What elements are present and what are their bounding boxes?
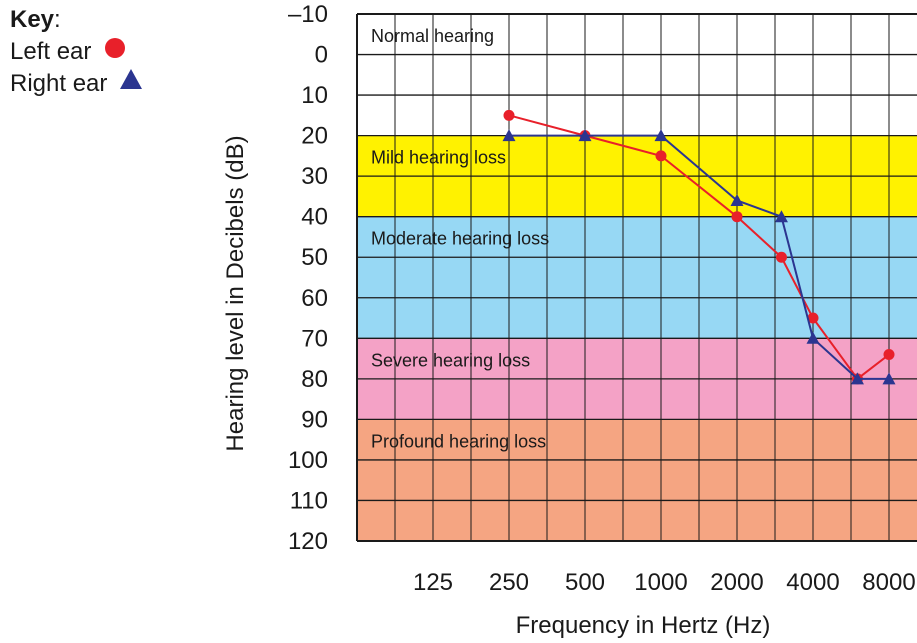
band-label-3: Severe hearing loss [371, 350, 530, 370]
x-tick-label-6: 8000 [862, 569, 915, 596]
y-tick-label-11: 100 [288, 447, 328, 474]
point-left-ear-7 [883, 349, 895, 361]
x-tick-label-2: 500 [565, 569, 605, 596]
legend: Key: Left ear Right ear [10, 4, 143, 99]
y-tick-label-1: 0 [315, 42, 328, 69]
legend-title-row: Key: [10, 4, 143, 35]
blue-triangle-icon [119, 67, 143, 99]
band-label-0: Normal hearing [371, 26, 494, 46]
point-right-ear-5 [806, 331, 820, 344]
band-label-2: Moderate hearing loss [371, 229, 549, 249]
legend-title: Key [10, 6, 55, 33]
point-left-ear-2 [655, 150, 667, 162]
point-right-ear-7 [882, 372, 896, 385]
x-tick-label-0: 125 [413, 569, 453, 596]
legend-title-colon: : [54, 6, 61, 33]
point-right-ear-4 [774, 210, 788, 223]
y-tick-label-9: 80 [301, 366, 328, 393]
band-label-1: Mild hearing loss [371, 148, 506, 168]
point-right-ear-0 [502, 129, 516, 142]
x-tick-label-5: 4000 [786, 569, 839, 596]
y-tick-label-10: 90 [301, 406, 328, 433]
legend-item-left-ear: Left ear [10, 35, 143, 67]
red-circle-icon [103, 35, 127, 67]
x-tick-label-4: 2000 [710, 569, 763, 596]
y-tick-label-3: 20 [301, 123, 328, 150]
x-tick-label-1: 250 [489, 569, 529, 596]
y-tick-label-6: 50 [301, 244, 328, 271]
band-label-4: Profound hearing loss [371, 431, 546, 451]
x-tick-label-3: 1000 [634, 569, 687, 596]
y-tick-label-4: 30 [301, 163, 328, 190]
legend-item-right-ear: Right ear [10, 67, 143, 99]
band-2 [357, 216, 917, 339]
legend-label-right-ear: Right ear [10, 69, 108, 97]
point-left-ear-0 [503, 109, 515, 121]
y-tick-label-7: 60 [301, 285, 328, 312]
point-right-ear-3 [730, 193, 744, 206]
series-line-right-ear [509, 134, 889, 380]
y-tick-label-13: 120 [288, 528, 328, 555]
point-right-ear-2 [654, 129, 668, 142]
y-tick-label-5: 40 [301, 204, 328, 231]
point-right-ear-6 [850, 372, 864, 385]
y-tick-label-8: 70 [301, 325, 328, 352]
y-tick-label-2: 10 [301, 82, 328, 109]
band-4 [357, 419, 917, 541]
y-axis-label: Hearing level in Decibels (dB) [222, 135, 249, 451]
y-tick-label-12: 110 [290, 487, 328, 514]
point-left-ear-4 [775, 251, 787, 263]
y-tick-label-0: –10 [288, 1, 328, 28]
legend-label-left-ear: Left ear [10, 37, 92, 65]
point-left-ear-3 [731, 211, 743, 223]
point-right-ear-1 [578, 129, 592, 142]
point-left-ear-5 [807, 312, 819, 324]
series-line-left-ear [508, 114, 890, 381]
band-0 [357, 14, 917, 136]
x-axis-label: Frequency in Hertz (Hz) [516, 612, 771, 639]
